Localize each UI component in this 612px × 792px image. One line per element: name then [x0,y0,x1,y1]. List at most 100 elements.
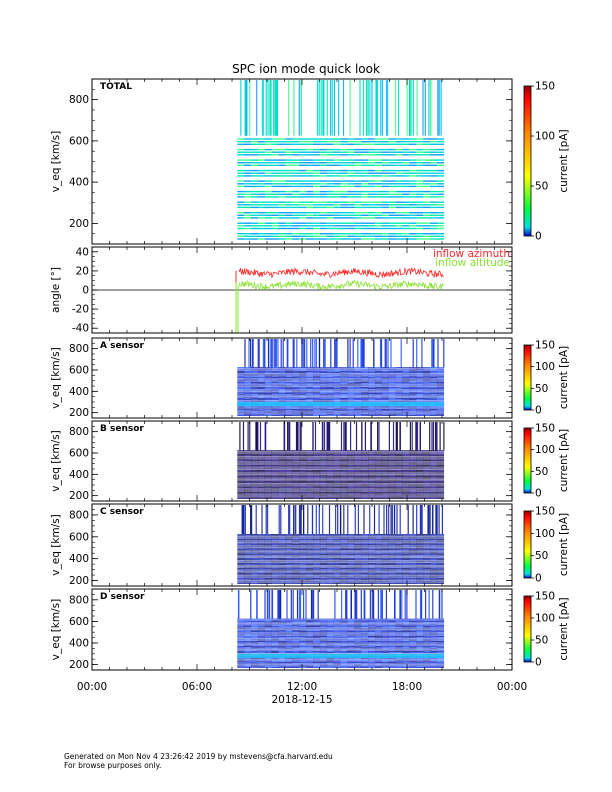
heatmap-cell [402,209,410,211]
heatmap-cell [409,456,417,458]
heatmap-cell [257,375,266,377]
heatmap-cell [354,463,362,465]
heatmap-cell [402,377,410,378]
heatmap-cell [395,391,403,393]
heatmap-cell [278,377,286,378]
heatmap-cell [347,559,355,560]
heatmap-cell [340,393,348,394]
heatmap-cell [285,558,293,559]
heatmap-cell [299,566,307,568]
heatmap-cell [278,379,286,381]
heatmap-cell [388,574,396,576]
heatmap-cell [368,457,376,459]
heatmap-cell [257,141,266,143]
heatmap-cell [299,227,307,230]
heatmap-cell [251,554,259,555]
heatmap-cell [278,385,286,387]
heatmap-cell [285,568,293,569]
heatmap-cell [278,558,286,559]
heatmap-cell [402,383,410,385]
heatmap-streak [343,422,345,451]
heatmap-cell [333,172,341,174]
heatmap-cell [436,574,445,576]
heatmap-cell [347,225,355,227]
heatmap-cell [347,415,355,416]
heatmap-cell [340,169,348,172]
heatmap-cell [368,148,376,151]
heatmap-cell [416,383,424,385]
heatmap-cell [347,172,355,174]
heatmap-cell [333,490,341,492]
heatmap-cell [244,177,252,180]
heatmap-cell [264,492,272,493]
heatmap-cell [306,393,314,394]
heatmap-cell [244,493,252,495]
heatmap-cell [368,398,376,399]
heatmap-cell [361,172,369,174]
heatmap-cell [326,374,334,376]
heatmap-cell [436,148,445,151]
heatmap-cell [347,575,355,577]
heatmap-cell [436,564,445,565]
heatmap-cell [381,204,389,206]
heatmap-cell [402,490,410,492]
heatmap-cell [333,230,341,232]
heatmap-cell [381,470,389,471]
heatmap-cell [374,450,383,452]
heatmap-cell [361,146,369,148]
heatmap-cell [402,474,410,476]
heatmap-cell [416,175,424,177]
heatmap-cell [436,415,445,416]
heatmap-cell [264,372,272,373]
heatmap-cell [326,412,334,414]
heatmap-streak [310,339,312,368]
heatmap-cell [326,389,334,391]
heatmap-cell [354,368,362,370]
heatmap-cell [361,214,369,216]
heatmap-cell [423,457,431,459]
heatmap-cell [319,396,328,398]
heatmap-cell [361,568,369,569]
heatmap-cell [381,490,389,492]
heatmap-cell [292,481,300,482]
heatmap-cell [326,580,334,582]
heatmap-cell [299,462,307,464]
heatmap-cell [368,399,376,400]
heatmap-cell [306,579,314,581]
heatmap-cell [347,367,355,369]
heatmap-cell [257,477,266,479]
heatmap-cell [319,566,328,568]
heatmap-cell [326,564,334,565]
heatmap-cell [299,183,307,185]
heatmap-cell [313,560,321,562]
heatmap-cell [340,454,348,455]
heatmap-cell [402,201,410,203]
heatmap-cell [340,369,348,371]
heatmap-cell [436,377,445,378]
heatmap-cell [292,373,300,375]
heatmap-cell [257,574,266,576]
heatmap-cell [292,565,300,567]
heatmap-cell [381,222,389,224]
heatmap-cell [395,217,403,219]
heatmap-cell [278,148,286,151]
heatmap-cell [244,479,252,481]
heatmap-cell [416,554,424,555]
heatmap-cell [368,462,376,464]
heatmap-cell [402,575,410,577]
heatmap-cell [361,489,369,491]
heatmap-cell [257,385,266,387]
heatmap-cell [361,154,369,156]
heatmap-cell [271,383,279,385]
heatmap-cell [374,410,383,412]
y-tick-label: -40 [72,323,89,335]
heatmap-cell [264,143,272,145]
heatmap-cell [409,484,417,486]
heatmap-cell [409,495,417,497]
heatmap-cell [257,494,266,496]
heatmap-cell [402,368,410,370]
heatmap-cell [409,411,417,413]
colorbar [523,427,532,494]
heatmap-cell [326,183,334,185]
